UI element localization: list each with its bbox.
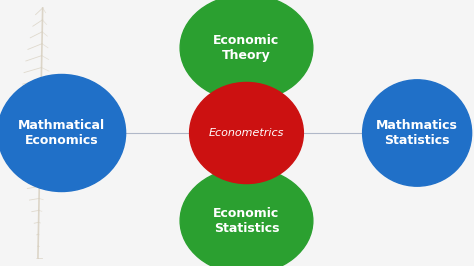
Ellipse shape bbox=[180, 168, 313, 266]
Text: Econometrics: Econometrics bbox=[209, 128, 284, 138]
Ellipse shape bbox=[363, 80, 472, 186]
Text: Mathmatics
Statistics: Mathmatics Statistics bbox=[376, 119, 458, 147]
Text: Mathmatical
Economics: Mathmatical Economics bbox=[18, 119, 105, 147]
Ellipse shape bbox=[0, 74, 126, 192]
Text: Economic
Theory: Economic Theory bbox=[213, 34, 280, 62]
Ellipse shape bbox=[190, 82, 303, 184]
Text: Economic
Statistics: Economic Statistics bbox=[213, 207, 280, 235]
Ellipse shape bbox=[180, 0, 313, 101]
